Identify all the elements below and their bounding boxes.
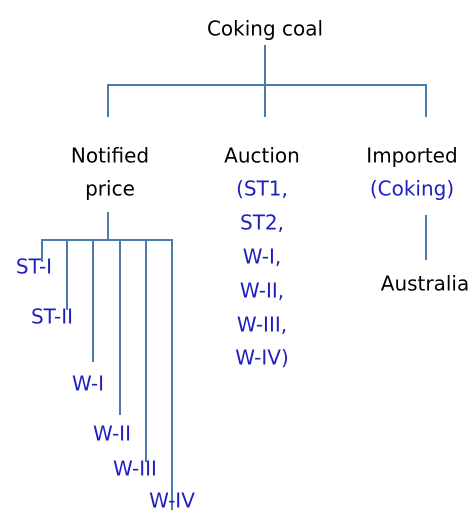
child-label: W-II (93, 422, 131, 446)
branch-label: price (85, 177, 135, 201)
child-label: W-III (113, 457, 157, 481)
detail-label: W-IV) (235, 346, 289, 370)
root-label: Coking coal (207, 17, 323, 41)
branch-label: Notified (71, 144, 149, 168)
detail-label: W-II, (240, 279, 284, 303)
detail-label: (Coking) (370, 177, 454, 201)
child-label: Australia (381, 272, 469, 296)
branch-label: Auction (224, 144, 300, 168)
connectors (41, 45, 427, 510)
detail-label: W-I, (243, 245, 281, 269)
branch-label: Imported (366, 144, 457, 168)
child-label: W-I (72, 372, 104, 396)
child-label: ST-II (31, 305, 73, 329)
child-label: ST-I (16, 255, 52, 279)
detail-label: (ST1, (236, 177, 288, 201)
detail-label: W-III, (237, 313, 287, 337)
detail-label: ST2, (240, 211, 284, 235)
child-label: W-IV (149, 489, 195, 513)
